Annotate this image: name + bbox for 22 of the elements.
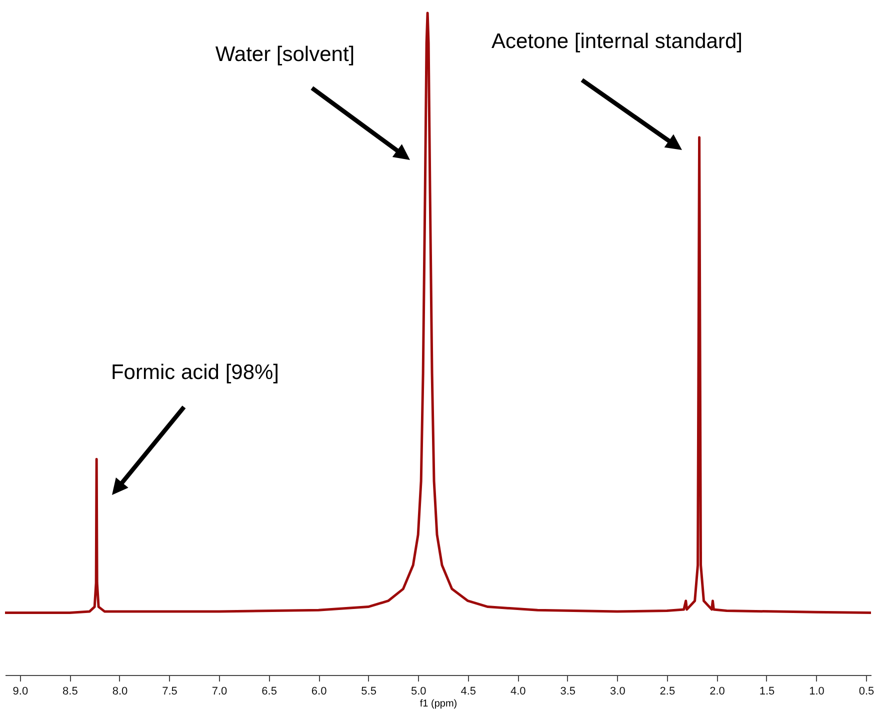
x-tick-label: 7.0 [212,686,228,698]
x-tick-label: 5.5 [361,686,376,698]
x-tick-label: 3.0 [610,686,626,698]
annotation: Formic acid [98%] [110,361,280,384]
x-tick-label: 4.5 [460,686,476,698]
x-tick-label: 1.0 [809,686,824,698]
x-tick-label: 7.5 [162,686,178,698]
x-tick-label: 6.5 [262,686,277,698]
x-tick-label: 0.5 [858,686,874,698]
x-tick-label: 8.5 [62,686,78,698]
annotation: Acetone [internal standard] [492,30,742,53]
x-axis-title: f1 (ppm) [420,698,458,710]
x-tick-label: 3.5 [560,686,576,698]
x-tick-label: 5.0 [410,686,426,698]
x-tick-label: 9.0 [12,686,28,698]
x-tick-label: 1.5 [759,686,775,698]
x-tick-label: 8.0 [112,686,128,698]
annotation: Water [solvent] [215,43,355,66]
x-tick-label: 6.0 [311,686,327,698]
x-tick-label: 4.0 [510,686,526,698]
x-tick-label: 2.0 [710,686,725,698]
x-tick-label: 2.5 [660,686,676,698]
